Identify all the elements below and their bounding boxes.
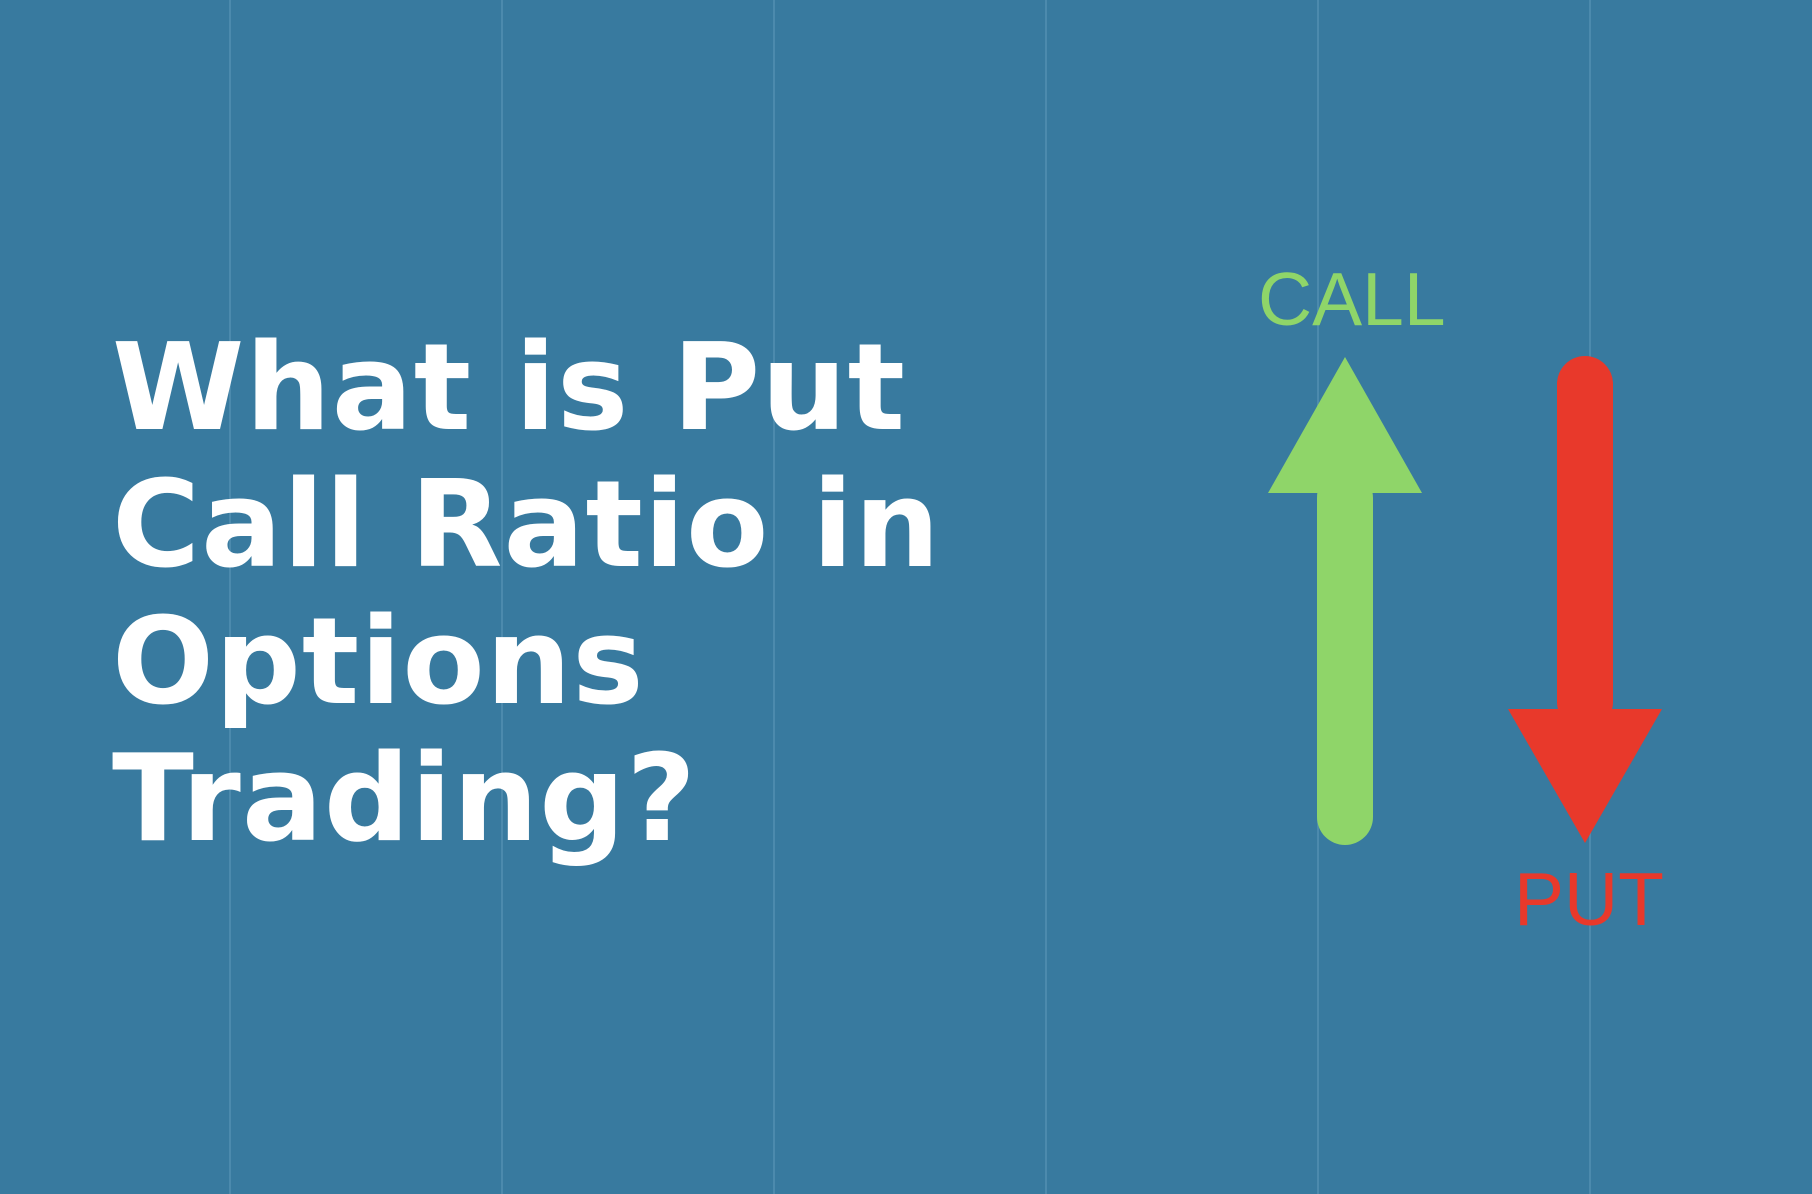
gridline bbox=[501, 0, 503, 1194]
call-arrow-head bbox=[1268, 357, 1422, 493]
put-arrow-head bbox=[1508, 709, 1662, 843]
title-line: Trading? bbox=[112, 730, 697, 869]
gridline bbox=[229, 0, 231, 1194]
put-label: PUT bbox=[1514, 857, 1664, 941]
call-label: CALL bbox=[1258, 257, 1446, 341]
put-arrow-shaft bbox=[1557, 356, 1613, 730]
title-line: What is Put bbox=[112, 319, 906, 458]
gridline bbox=[1045, 0, 1047, 1194]
title-line: Call Ratio in bbox=[112, 456, 941, 595]
arrow-down-icon bbox=[1508, 356, 1662, 843]
page-title: What is Put Call Ratio in Options Tradin… bbox=[112, 320, 941, 868]
call-arrow-shaft bbox=[1317, 470, 1373, 845]
title-line: Options bbox=[112, 593, 645, 732]
gridline bbox=[773, 0, 775, 1194]
arrow-up-icon bbox=[1268, 357, 1422, 845]
